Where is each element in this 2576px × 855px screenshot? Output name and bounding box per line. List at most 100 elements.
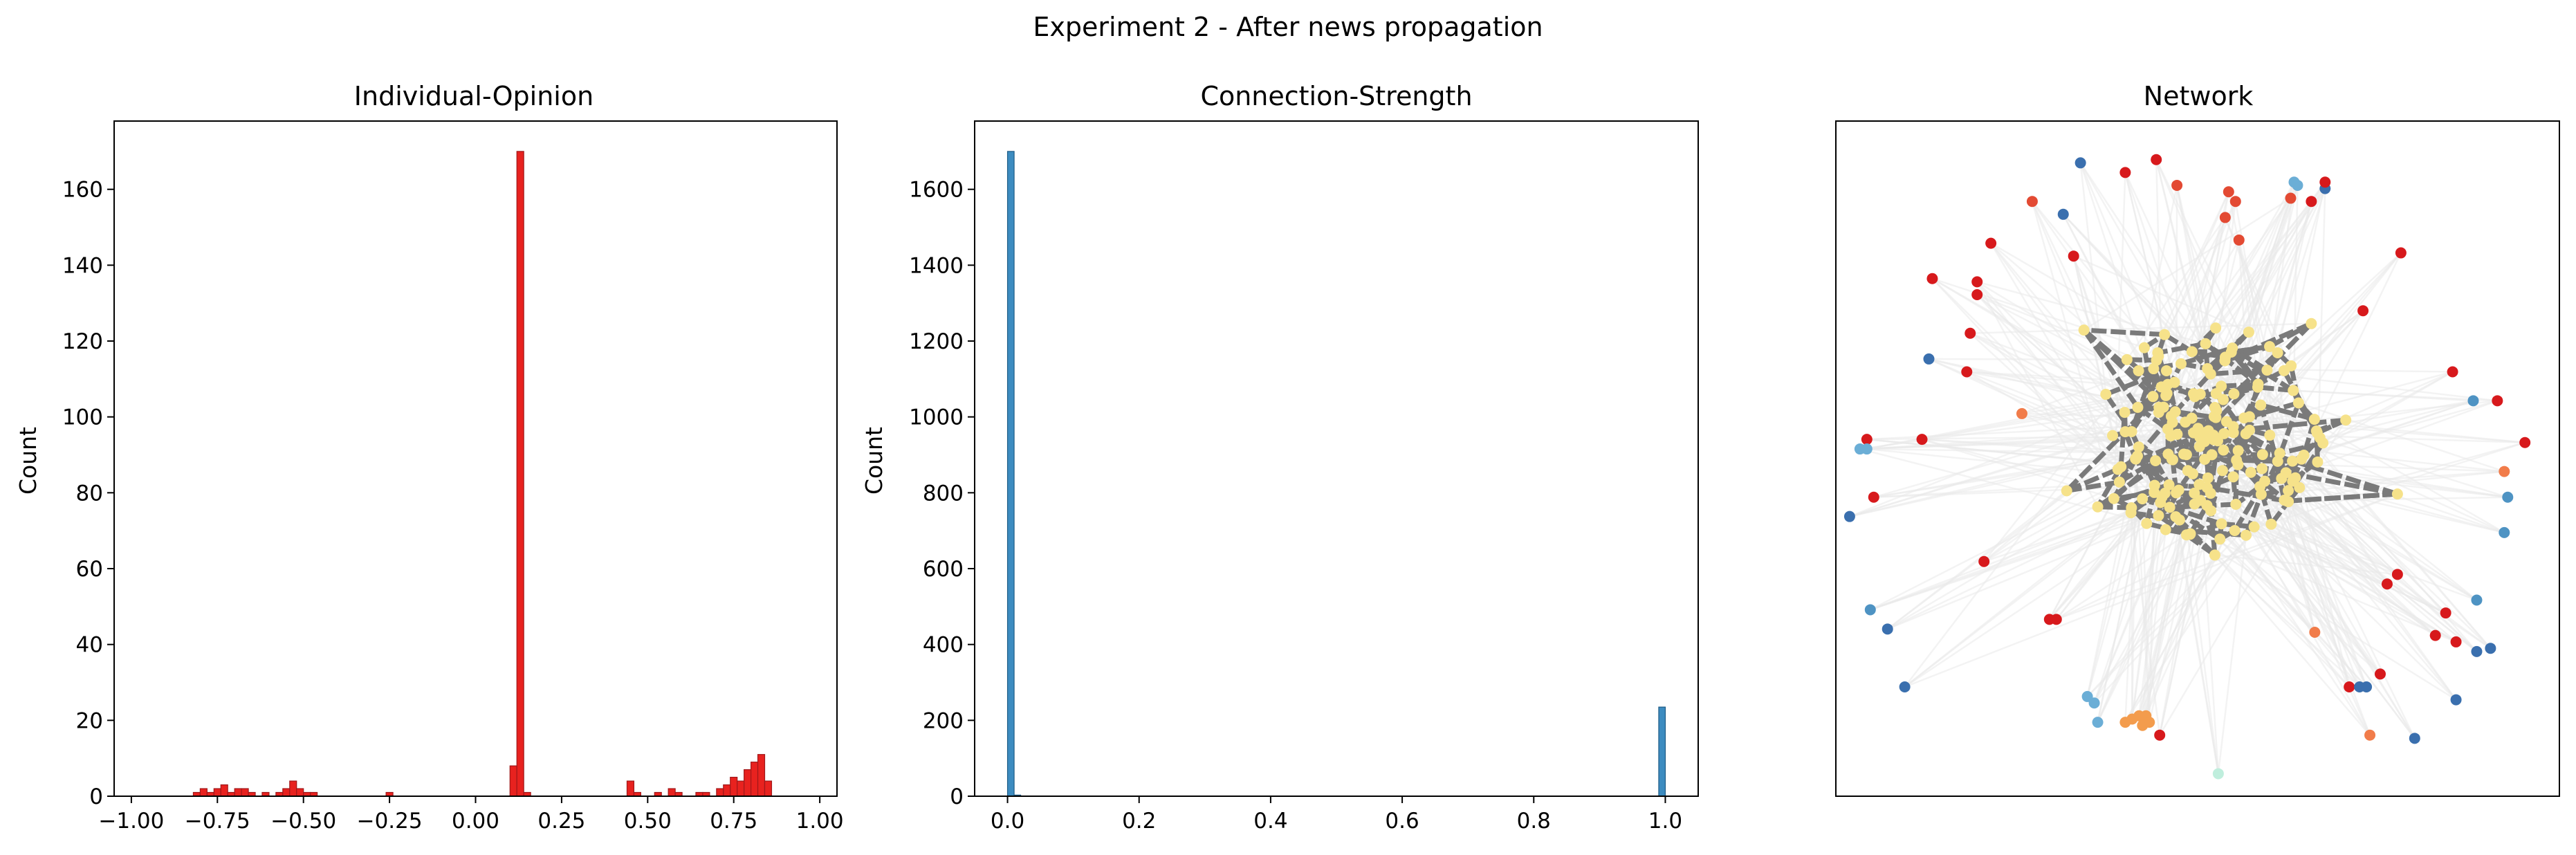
network-node <box>2227 471 2239 483</box>
network-core-edge <box>2229 350 2295 393</box>
y-tick-label: 1400 <box>909 253 964 278</box>
network-core-edge <box>2242 351 2280 419</box>
network-faint-edge <box>2199 436 2371 736</box>
network-faint-edge <box>2298 402 2505 472</box>
network-node <box>2232 445 2244 457</box>
network-node <box>2169 406 2181 418</box>
network-node <box>1923 353 1935 365</box>
network-core-edge <box>2082 328 2155 398</box>
network-core-edge <box>2260 403 2315 422</box>
network-node <box>2209 549 2220 561</box>
network-faint-edge <box>1932 277 2145 349</box>
network-node <box>2113 476 2125 488</box>
network-node <box>2232 459 2244 470</box>
network-node <box>2200 338 2211 349</box>
network-node <box>2216 465 2228 477</box>
network-node <box>2499 526 2510 538</box>
histogram-bar <box>213 788 221 797</box>
network-core-edge <box>2125 358 2163 389</box>
network-node <box>2317 437 2329 449</box>
network-node <box>2227 427 2239 439</box>
network-core-edge <box>2081 329 2140 409</box>
network-faint-edge <box>2159 419 2347 736</box>
network-node <box>2050 614 2062 625</box>
network-node <box>2173 514 2185 526</box>
network-faint-edge <box>2285 472 2457 701</box>
network-node <box>2245 466 2256 478</box>
y-tick-label: 20 <box>76 708 103 733</box>
network-node <box>2272 347 2283 358</box>
y-tick-label: 1200 <box>909 329 964 354</box>
histogram-bar <box>289 780 297 797</box>
network-node <box>2265 518 2277 530</box>
network-node <box>2188 388 2200 400</box>
network-node <box>2391 569 2403 580</box>
network-faint-edge <box>2232 201 2312 349</box>
x-tick-label: −0.75 <box>185 809 250 834</box>
network-core-edge <box>2118 458 2157 484</box>
network-node <box>2296 453 2308 465</box>
histogram-bar <box>737 780 745 797</box>
strength-bars <box>1006 151 1666 797</box>
histogram-bar <box>764 780 773 797</box>
network-node <box>2502 491 2514 503</box>
network-core-edge <box>2173 330 2251 414</box>
network-node <box>2288 385 2299 396</box>
network-node <box>2186 412 2198 424</box>
network-faint-edge <box>2158 185 2299 413</box>
network-node <box>1965 327 1976 339</box>
strength-histogram-ylabel: Count <box>861 427 887 495</box>
network-node <box>2229 525 2241 537</box>
strength-y-ticks: 0 200 400 600 800 1000 1200 1400 1600 <box>909 178 975 809</box>
network-node <box>2212 768 2224 780</box>
network-node <box>2264 430 2276 441</box>
network-faint-edge <box>2073 255 2250 333</box>
network-node <box>1926 273 1938 284</box>
network-core-edge <box>2286 491 2398 504</box>
network-node <box>2218 444 2229 456</box>
network-node <box>2294 481 2306 493</box>
y-tick-label: 600 <box>923 557 964 582</box>
network-faint-edge <box>1849 430 2209 517</box>
network-node <box>2361 681 2373 692</box>
x-tick-label: 0.0 <box>991 809 1024 834</box>
network-faint-edge <box>1904 498 2143 688</box>
network-node <box>2131 450 2143 462</box>
network-node <box>2241 529 2252 541</box>
x-tick-label: 0.2 <box>1122 809 1156 834</box>
network-node <box>1864 604 1876 616</box>
y-tick-label: 40 <box>76 633 103 658</box>
network-node <box>2381 578 2393 590</box>
network-faint-edge <box>2292 481 2368 688</box>
opinion-histogram: Individual-Opinion Count −1.00 −0.75 −0.50… <box>15 81 844 834</box>
opinion-histogram-ylabel: Count <box>15 427 42 495</box>
opinion-plot-frame <box>113 120 838 797</box>
network-node <box>2219 351 2231 363</box>
network-node <box>2306 318 2317 329</box>
network-node <box>2471 594 2483 606</box>
network-node <box>2471 645 2483 657</box>
network-node <box>2061 485 2072 497</box>
y-tick-label: 80 <box>76 481 103 506</box>
x-tick-label: −1.00 <box>98 809 164 834</box>
network-faint-edge <box>1873 484 2200 499</box>
network-node <box>2182 465 2193 477</box>
network-node <box>1985 237 1997 249</box>
network-core-edge <box>2279 441 2324 456</box>
network-faint-edge <box>1970 322 2312 334</box>
network-node <box>2166 416 2178 428</box>
network-node <box>2148 363 2160 375</box>
network-node <box>2357 305 2369 317</box>
network-node <box>2163 479 2175 490</box>
network-core-edge <box>2249 470 2289 504</box>
network-node <box>2292 179 2303 191</box>
network-node <box>1861 434 1873 445</box>
network-node <box>2068 250 2079 262</box>
network-node <box>2274 448 2285 459</box>
network-node <box>2153 350 2164 362</box>
network-faint-edge <box>2086 500 2288 697</box>
network-node <box>2180 449 2192 461</box>
histogram-bar <box>744 769 752 797</box>
x-tick-label: 1.00 <box>796 809 844 834</box>
